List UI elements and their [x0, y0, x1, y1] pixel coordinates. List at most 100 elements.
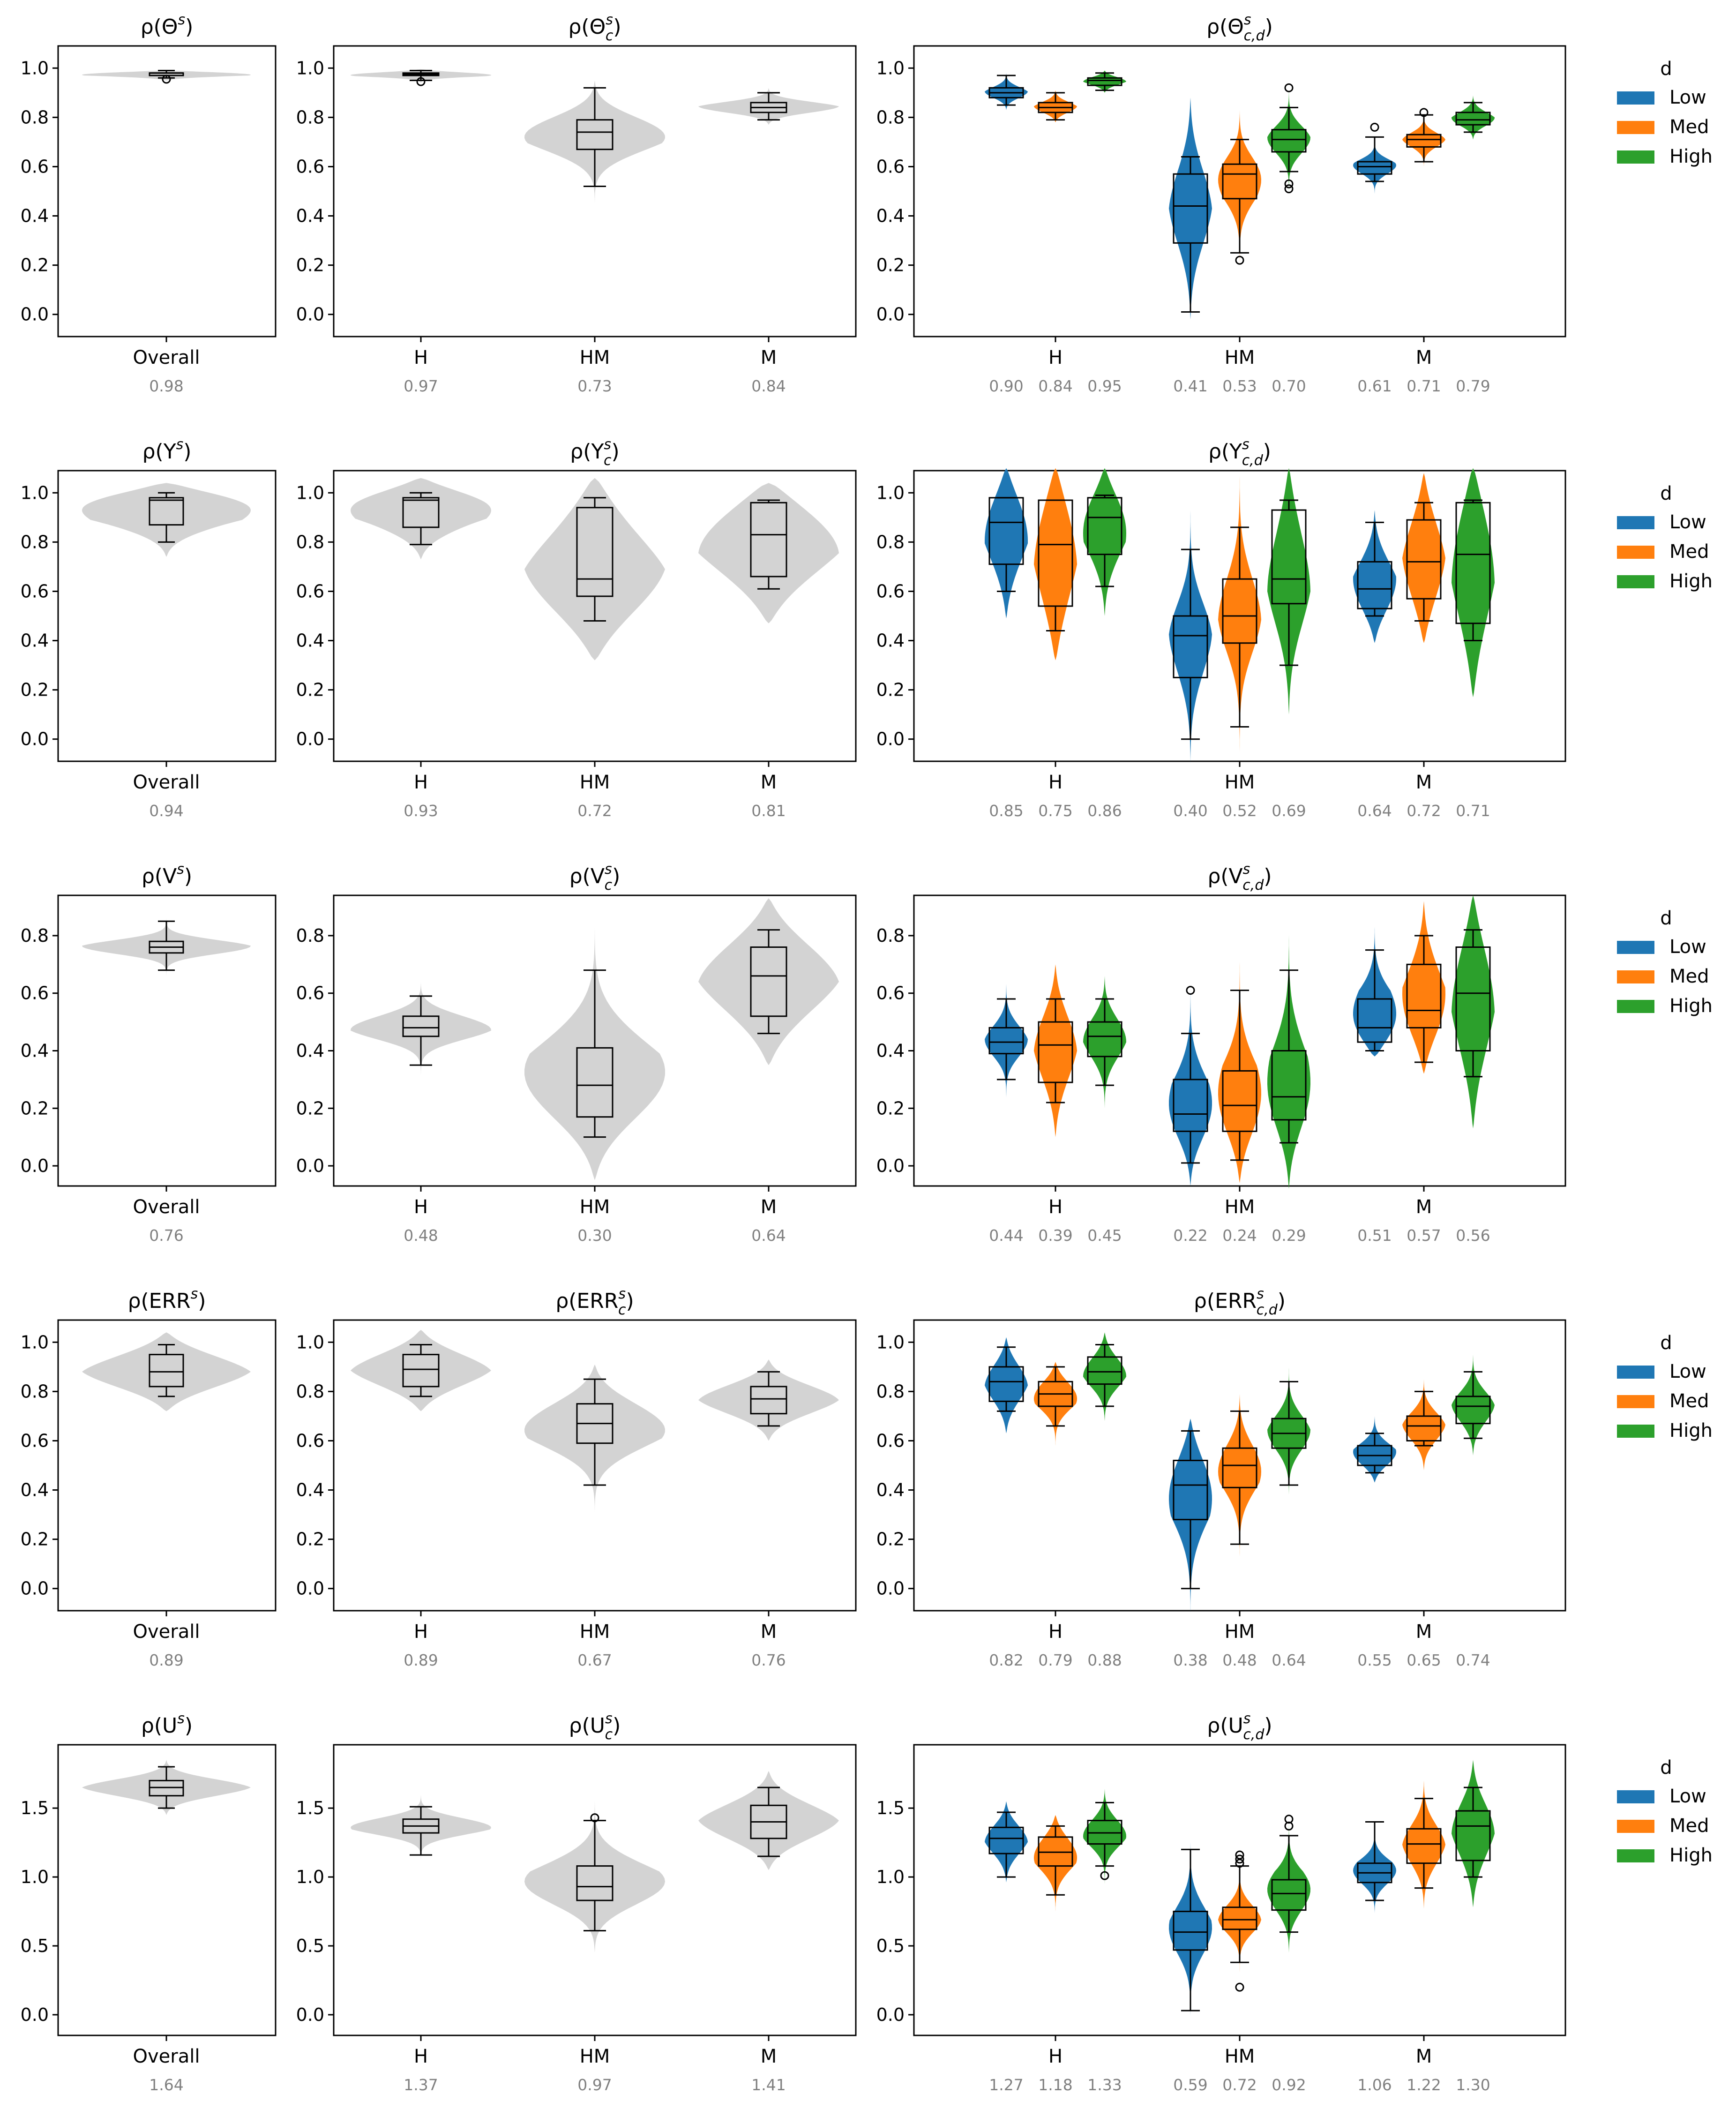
mean-label: 0.41: [1173, 377, 1207, 395]
mean-label: 0.81: [751, 802, 786, 820]
y-tick-label: 0.4: [876, 630, 905, 651]
legend-label: High: [1669, 570, 1713, 592]
violin-body: [1218, 110, 1261, 285]
x-tick-label: H: [1048, 2046, 1063, 2067]
mean-label: 0.97: [577, 2076, 612, 2094]
violin-body: [985, 1801, 1028, 1883]
box-iqr: [1455, 1810, 1491, 1861]
x-tick-label: Overall: [133, 772, 200, 793]
legend-title: d: [1660, 1757, 1672, 1779]
x-tick-label: H: [414, 1196, 428, 1218]
box-iqr: [402, 497, 440, 528]
y-tick-label: 0.2: [876, 1098, 905, 1118]
panel-title: ρ(Us c): [569, 1711, 621, 1743]
box-iqr: [1087, 1356, 1122, 1385]
y-tick-label: 0.2: [876, 255, 905, 276]
violin-body: [1034, 90, 1077, 122]
panel-title: ρ(Θs c,d): [1206, 12, 1273, 44]
mean-label: 0.82: [989, 1651, 1023, 1669]
y-tick-label: 0.8: [296, 532, 324, 552]
violin-body: [1353, 510, 1396, 643]
box-iqr: [1173, 1911, 1208, 1951]
outlier-point: [1235, 1850, 1244, 1860]
violin-body: [1267, 70, 1310, 204]
y-tick-label: 0.8: [876, 107, 905, 128]
violin-body: [1353, 132, 1396, 194]
box-iqr: [750, 502, 787, 578]
box-iqr: [1357, 998, 1392, 1043]
y-tick-label: 1.0: [296, 1332, 324, 1352]
mean-label: 0.86: [1087, 802, 1122, 820]
y-tick-label: 0.2: [21, 680, 49, 700]
x-tick-label: HM: [1225, 1196, 1255, 1218]
outlier-point: [1235, 1854, 1244, 1864]
panel-title: ρ(ERRs c,d): [1194, 1286, 1286, 1318]
panel-title: ρ(Us c,d): [1207, 1711, 1272, 1743]
legend-title: d: [1660, 483, 1672, 504]
y-tick-label: 1.0: [296, 1867, 324, 1887]
box-iqr: [988, 1366, 1024, 1402]
box-iqr: [1222, 163, 1257, 200]
x-tick-label: H: [414, 772, 428, 793]
violin-body: [1034, 468, 1077, 660]
outlier-point: [416, 77, 426, 86]
y-tick-label: 0.2: [296, 680, 324, 700]
y-tick-label: 1.0: [876, 482, 905, 503]
violin-body: [985, 73, 1028, 110]
legend-swatch: [1617, 1000, 1654, 1013]
box-iqr: [1173, 1459, 1208, 1521]
legend-label: Low: [1669, 511, 1706, 533]
x-tick-label: M: [761, 1621, 777, 1643]
x-tick-label: H: [414, 2046, 428, 2067]
violin-body: [698, 898, 839, 1066]
legend-label: High: [1669, 995, 1713, 1017]
box-iqr: [1173, 173, 1208, 244]
mean-label: 0.92: [1272, 2076, 1306, 2094]
panel-title: ρ(Vs): [142, 861, 192, 888]
outlier-point: [1284, 184, 1294, 194]
legend-label: Med: [1669, 966, 1709, 987]
box-iqr: [1222, 1447, 1257, 1488]
mean-label: 0.56: [1456, 1226, 1490, 1245]
x-tick-label: H: [1048, 347, 1063, 368]
mean-label: 0.44: [989, 1226, 1023, 1245]
mean-label: 0.52: [1222, 802, 1257, 820]
y-tick-label: 0.6: [296, 983, 324, 1004]
violin-body: [1402, 901, 1445, 1074]
box-iqr: [750, 946, 787, 1017]
legend-swatch: [1617, 91, 1654, 105]
mean-label: 0.95: [1087, 377, 1122, 395]
legend-title: d: [1660, 58, 1672, 80]
outlier-point: [162, 75, 171, 84]
legend-label: High: [1669, 146, 1713, 167]
violin-body: [524, 80, 665, 206]
y-tick-label: 0.6: [296, 581, 324, 601]
y-tick-label: 1.5: [876, 1798, 905, 1818]
box-iqr: [576, 507, 614, 597]
box-iqr: [1357, 161, 1392, 175]
box-iqr: [1455, 1396, 1491, 1425]
y-tick-label: 0.4: [21, 206, 49, 226]
box-iqr: [1357, 561, 1392, 609]
x-tick-label: Overall: [133, 2046, 200, 2067]
y-tick-label: 0.5: [296, 1936, 324, 1956]
mean-label: 0.89: [404, 1651, 438, 1669]
panel-title: ρ(ERRs): [128, 1286, 206, 1313]
x-tick-label: M: [761, 772, 777, 793]
box-iqr: [1271, 1879, 1307, 1911]
y-tick-label: 0.8: [876, 1381, 905, 1402]
y-tick-label: 0.0: [21, 2004, 49, 2025]
mean-label: 0.59: [1173, 2076, 1207, 2094]
mean-label: 0.89: [149, 1651, 183, 1669]
box-iqr: [1406, 134, 1442, 148]
violin-body: [1169, 98, 1212, 320]
box-iqr: [750, 1386, 787, 1415]
box-iqr: [988, 1027, 1024, 1055]
mean-label: 0.64: [1272, 1651, 1306, 1669]
x-tick-label: HM: [580, 2046, 610, 2067]
panel-title: ρ(Ys c): [570, 436, 619, 469]
mean-label: 0.64: [1357, 802, 1392, 820]
mean-label: 1.30: [1456, 2076, 1490, 2094]
box-iqr: [402, 1354, 440, 1388]
mean-label: 0.90: [989, 377, 1023, 395]
